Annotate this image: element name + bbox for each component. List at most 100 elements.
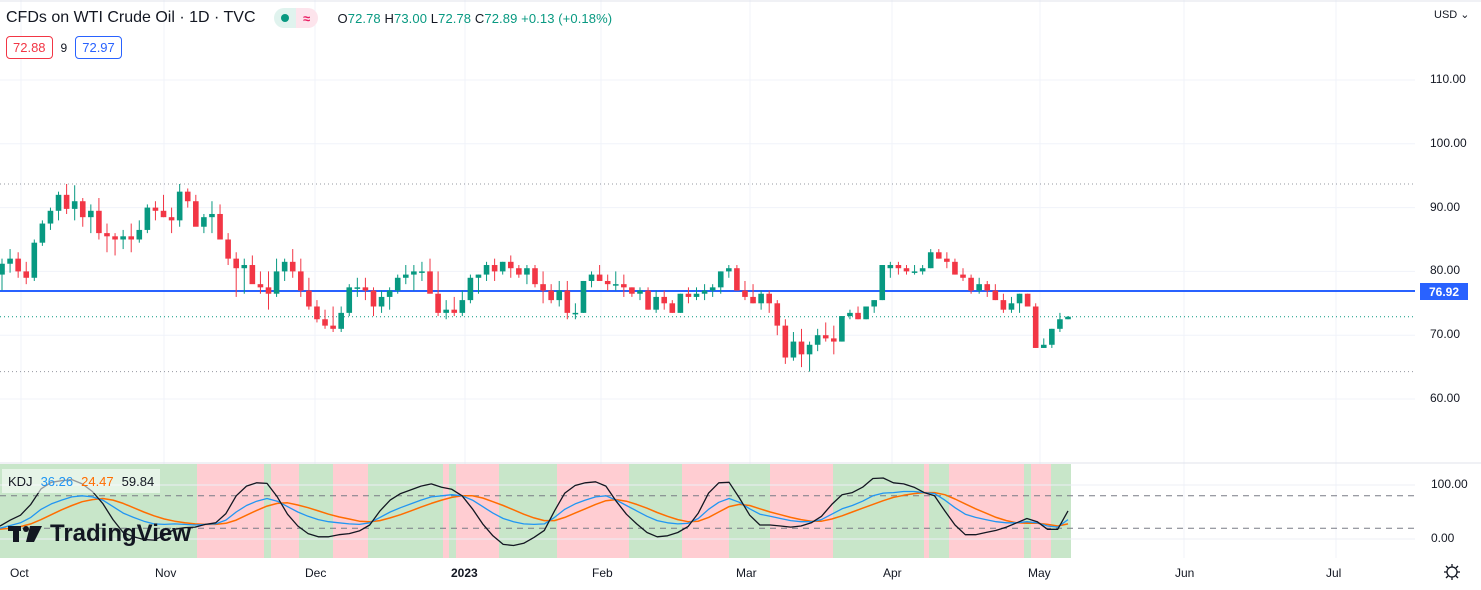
candle (952, 258, 958, 275)
price-tick: 80.00 (1430, 263, 1461, 278)
candle (249, 255, 256, 285)
open-value: 72.78 (347, 10, 381, 26)
kdj-k-value: 36.26 (40, 473, 74, 489)
watermark-text: TradingView (50, 520, 191, 547)
candle (645, 287, 651, 310)
chevron-down-icon: ⌄ (1460, 9, 1470, 21)
candle (96, 198, 102, 240)
candle (193, 194, 199, 227)
close-label: C (474, 10, 485, 26)
candle (217, 204, 223, 240)
candle (7, 249, 13, 273)
candle (580, 280, 587, 313)
candle (330, 306, 336, 333)
buy-button[interactable]: 72.97 (75, 36, 122, 59)
candle (298, 258, 304, 297)
candle (209, 201, 215, 234)
symbol-title[interactable]: CFDs on WTI Crude Oil · 1D · TVC (6, 9, 256, 26)
candle (370, 287, 377, 317)
sell-button[interactable]: 72.88 (6, 36, 53, 59)
candle (354, 277, 361, 297)
candle (984, 280, 991, 297)
time-tick: Oct (10, 566, 29, 580)
candle (112, 233, 118, 256)
candle (806, 341, 813, 372)
candle (871, 300, 877, 313)
candle (935, 249, 942, 259)
tradingview-logo-icon (8, 526, 42, 542)
candle (822, 322, 829, 342)
candle (451, 296, 458, 317)
candle (548, 284, 554, 304)
candle (39, 220, 46, 246)
candle (427, 258, 433, 294)
time-tick: Mar (736, 566, 757, 580)
candle (499, 261, 506, 275)
candle (701, 284, 708, 301)
candle (55, 191, 62, 221)
candle (604, 274, 611, 291)
candle (1024, 293, 1031, 307)
spread-value: 9 (60, 40, 68, 55)
low-label: L (430, 10, 439, 26)
candle (968, 274, 974, 294)
candle (273, 258, 280, 297)
ohlc-values: O72.78 H73.00 L72.78 C72.89 +0.13 (+0.18… (338, 11, 613, 26)
high-value: 73.00 (394, 10, 428, 26)
price-tick: 100.00 (1430, 135, 1467, 150)
candle (540, 271, 546, 304)
kdj-legend[interactable]: KDJ 36.26 24.47 59.84 (2, 469, 161, 493)
open-label: O (337, 10, 348, 26)
candle (378, 290, 385, 313)
candle (782, 319, 789, 364)
tradingview-watermark[interactable]: TradingView (8, 520, 191, 548)
candle (104, 223, 110, 253)
candle (459, 290, 466, 317)
candle (201, 213, 207, 234)
candle (612, 271, 619, 291)
current-price-tag: 76.92 (1420, 283, 1468, 300)
candle (661, 290, 668, 310)
candle (289, 249, 296, 278)
settings-gear-icon[interactable] (1443, 563, 1461, 581)
candle (435, 271, 441, 317)
candle (895, 261, 902, 275)
candle (717, 271, 724, 294)
candle (491, 258, 498, 281)
currency-selector[interactable]: USD ⌄ (1434, 8, 1470, 21)
candle (120, 229, 126, 250)
candle (903, 265, 910, 275)
candle (160, 194, 167, 218)
candle (839, 316, 845, 342)
candle (483, 261, 490, 281)
candle (176, 183, 183, 227)
candle (47, 207, 54, 230)
candle (136, 220, 143, 243)
candle (475, 274, 482, 294)
candle (419, 261, 425, 281)
candle (467, 274, 474, 304)
symbol-legend: CFDs on WTI Crude Oil · 1D · TVC ≈ O72.7… (6, 8, 612, 28)
candle (887, 261, 894, 278)
currency-label: USD (1434, 9, 1458, 21)
candle (1049, 328, 1055, 348)
candle (281, 258, 288, 281)
candle (225, 233, 231, 266)
time-tick: Apr (883, 566, 902, 580)
candle (362, 277, 369, 301)
candle (879, 265, 886, 301)
status-pill[interactable]: ≈ (273, 8, 318, 28)
candle (621, 274, 627, 297)
candle (394, 274, 401, 294)
candle (306, 277, 312, 310)
time-tick: Feb (592, 566, 613, 580)
candle (758, 290, 764, 310)
candle (596, 265, 603, 281)
candle (709, 284, 716, 297)
candle (685, 287, 692, 304)
candle (750, 284, 756, 304)
candle (629, 287, 635, 297)
candle (790, 332, 797, 361)
